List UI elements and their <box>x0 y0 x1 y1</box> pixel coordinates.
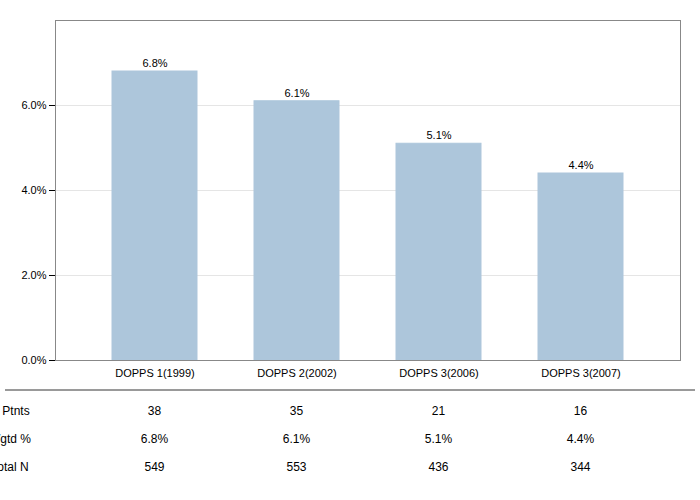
svg-text:2.0%: 2.0% <box>21 269 46 281</box>
svg-text:436: 436 <box>428 460 448 474</box>
svg-text:DOPPS 2(2002): DOPPS 2(2002) <box>257 367 336 379</box>
svg-text:344: 344 <box>570 460 590 474</box>
svg-text:549: 549 <box>144 460 164 474</box>
svg-text:5.1%: 5.1% <box>425 432 453 446</box>
svg-text:Wgtd %: Wgtd % <box>0 432 31 446</box>
svg-text:DOPPS 1(1999): DOPPS 1(1999) <box>115 367 194 379</box>
svg-text:6.8%: 6.8% <box>142 57 167 69</box>
svg-text:553: 553 <box>286 460 306 474</box>
svg-text:5.1%: 5.1% <box>426 129 451 141</box>
svg-text:6.1%: 6.1% <box>284 87 309 99</box>
svg-text:4.4%: 4.4% <box>567 432 595 446</box>
svg-text:21: 21 <box>432 404 446 418</box>
svg-text:0.0%: 0.0% <box>21 354 46 366</box>
svg-text:DOPPS 3(2007): DOPPS 3(2007) <box>541 367 620 379</box>
svg-text:6.1%: 6.1% <box>283 432 311 446</box>
svg-text:4.0%: 4.0% <box>21 184 46 196</box>
svg-text:Total N: Total N <box>0 460 29 474</box>
svg-text:DOPPS 3(2006): DOPPS 3(2006) <box>399 367 478 379</box>
svg-text:38: 38 <box>148 404 162 418</box>
svg-text:16: 16 <box>574 404 588 418</box>
svg-text:35: 35 <box>290 404 304 418</box>
svg-text:6.8%: 6.8% <box>141 432 169 446</box>
svg-text:4.4%: 4.4% <box>568 159 593 171</box>
svg-text:N Ptnts: N Ptnts <box>0 404 30 418</box>
svg-text:6.0%: 6.0% <box>21 99 46 111</box>
